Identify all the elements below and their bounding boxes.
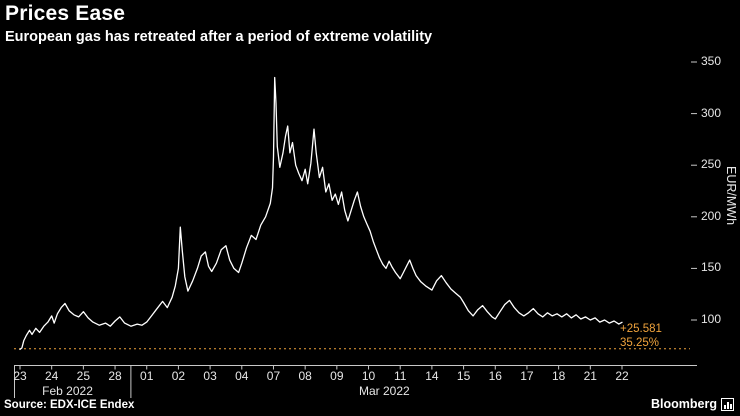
month-label: Feb 2022 — [42, 384, 93, 398]
x-tick-label: 11 — [393, 369, 407, 383]
x-tick-label: 07 — [266, 369, 281, 383]
bloomberg-wordmark: Bloomberg — [651, 397, 717, 411]
y-tick-label: 250 — [701, 157, 722, 172]
bloomberg-terminal-icon — [721, 397, 734, 411]
x-tick-label: 15 — [456, 369, 471, 383]
x-tick-label: 01 — [140, 369, 154, 383]
x-tick-label: 25 — [76, 369, 91, 383]
x-tick-label: 21 — [583, 369, 597, 383]
last-change-annotation: +25.581 — [620, 323, 662, 335]
source-attribution: Source: EDX-ICE Endex — [4, 399, 135, 411]
percent-change-annotation: 35.25% — [620, 337, 660, 349]
x-tick-label: 22 — [615, 369, 629, 383]
x-tick-label: 03 — [203, 369, 217, 383]
y-tick-label: 200 — [701, 208, 722, 223]
x-tick-label: 16 — [488, 369, 502, 383]
x-tick-label: 09 — [330, 369, 344, 383]
month-label: Mar 2022 — [359, 384, 410, 398]
x-tick-label: 17 — [520, 369, 534, 383]
x-tick-label: 23 — [13, 369, 27, 383]
chart-subtitle: European gas has retreated after a perio… — [5, 29, 433, 45]
y-axis-unit-label: EUR/MWh — [724, 166, 738, 226]
x-tick-label: 18 — [551, 369, 566, 383]
chart-title: Prices Ease — [5, 2, 126, 25]
x-tick-label: 10 — [361, 369, 376, 383]
x-tick-label: 24 — [44, 369, 59, 383]
x-tick-label: 08 — [298, 369, 312, 383]
y-tick-label: 150 — [701, 260, 722, 275]
x-tick-label: 14 — [425, 369, 439, 383]
x-tick-label: 02 — [171, 369, 186, 383]
y-tick-label: 350 — [701, 54, 722, 68]
gas-price-line — [19, 76, 623, 351]
x-tick-label: 04 — [235, 369, 249, 383]
y-tick-label: 100 — [701, 312, 722, 326]
y-tick-label: 300 — [701, 105, 722, 120]
x-tick-label: 28 — [108, 369, 122, 383]
bloomberg-brand: Bloomberg — [651, 397, 734, 411]
